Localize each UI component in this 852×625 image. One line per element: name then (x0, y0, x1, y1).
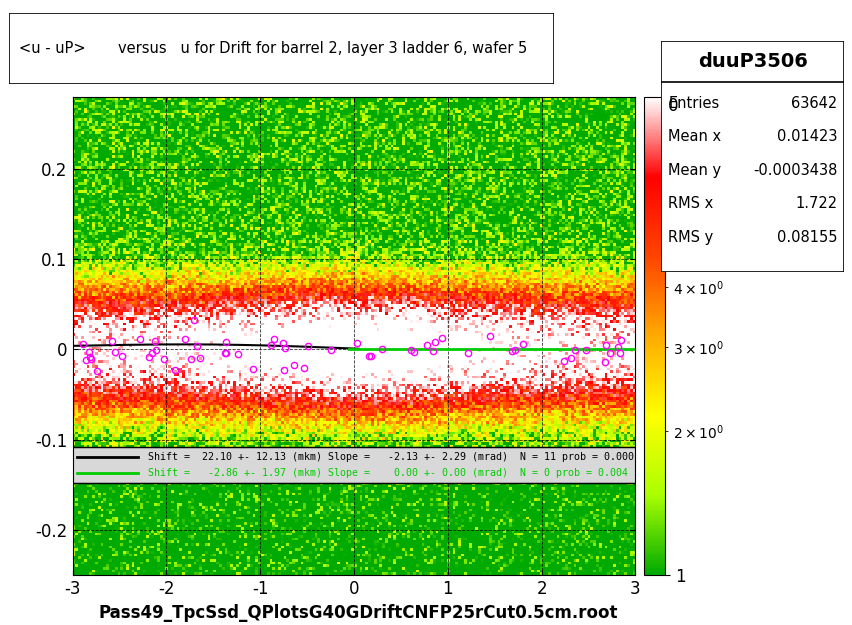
Text: 0.01423: 0.01423 (775, 129, 836, 144)
Text: -0.0003438: -0.0003438 (751, 162, 836, 177)
Text: Shift =  22.10 +- 12.13 (mkm) Slope =   -2.13 +- 2.29 (mrad)  N = 11 prob = 0.00: Shift = 22.10 +- 12.13 (mkm) Slope = -2.… (147, 452, 633, 462)
Text: Shift =   -2.86 +- 1.97 (mkm) Slope =    0.00 +- 0.00 (mrad)  N = 0 prob = 0.004: Shift = -2.86 +- 1.97 (mkm) Slope = 0.00… (147, 468, 627, 478)
Text: Mean y: Mean y (668, 162, 721, 177)
Text: 0.08155: 0.08155 (775, 230, 836, 245)
Text: 0: 0 (667, 97, 677, 115)
Bar (72, 447, 635, 483)
Text: <u - uP>       versus   u for Drift for barrel 2, layer 3 ladder 6, wafer 5: <u - uP> versus u for Drift for barrel 2… (20, 41, 527, 56)
Text: Mean x: Mean x (668, 129, 721, 144)
Text: 63642: 63642 (790, 96, 836, 111)
Text: RMS y: RMS y (668, 230, 713, 245)
Text: Pass49_TpcSsd_QPlotsG40GDriftCNFP25rCut0.5cm.root: Pass49_TpcSsd_QPlotsG40GDriftCNFP25rCut0… (98, 604, 618, 622)
Text: RMS x: RMS x (668, 196, 713, 211)
Text: duuP3506: duuP3506 (697, 52, 807, 71)
Text: Entries: Entries (668, 96, 719, 111)
Text: 1.722: 1.722 (794, 196, 836, 211)
